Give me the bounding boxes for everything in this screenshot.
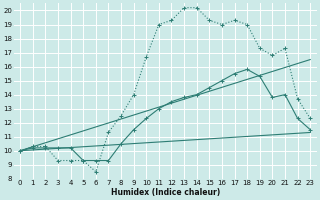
X-axis label: Humidex (Indice chaleur): Humidex (Indice chaleur) — [111, 188, 220, 197]
